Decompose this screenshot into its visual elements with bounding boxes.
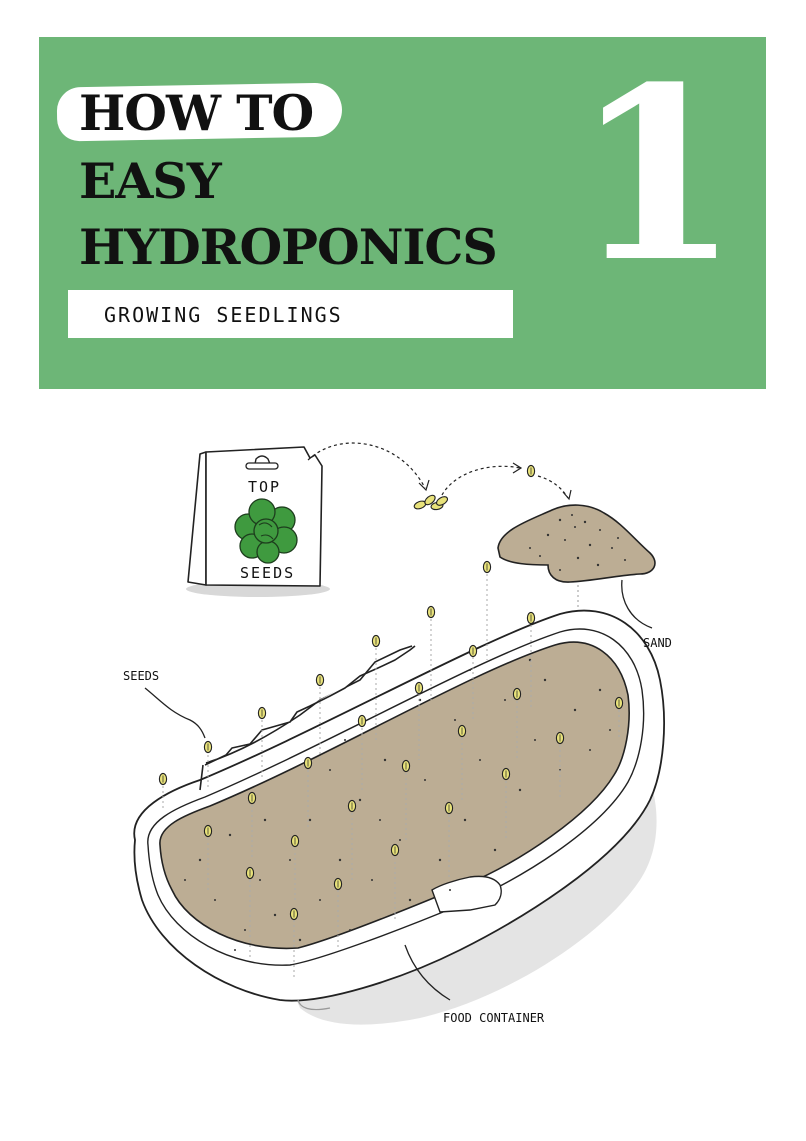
subtitle: GROWING SEEDLINGS — [104, 303, 343, 327]
subtitle-box: GROWING SEEDLINGS — [68, 290, 513, 338]
title-line-3: HYDROPONICS — [79, 218, 498, 276]
sand-label: SAND — [643, 636, 672, 650]
seeds-label: SEEDS — [123, 669, 159, 683]
seed-packet-icon: TOP SEEDS — [186, 446, 330, 597]
food-container — [133, 609, 665, 1025]
container-label: FOOD CONTAINER — [443, 1011, 545, 1025]
title-line-1: HOW TO — [79, 84, 314, 142]
sand-pile — [497, 504, 656, 720]
packet-top-label: TOP — [248, 478, 281, 496]
packet-bottom-label: SEEDS — [240, 564, 295, 582]
leaf-icon — [234, 498, 298, 564]
seed-cluster — [413, 494, 449, 511]
step-number: 1 — [574, 36, 740, 315]
header-banner: HOW TO EASY HYDROPONICS 1 GROWING SEEDLI… — [39, 37, 766, 389]
title-line-2: EASY — [79, 152, 222, 210]
